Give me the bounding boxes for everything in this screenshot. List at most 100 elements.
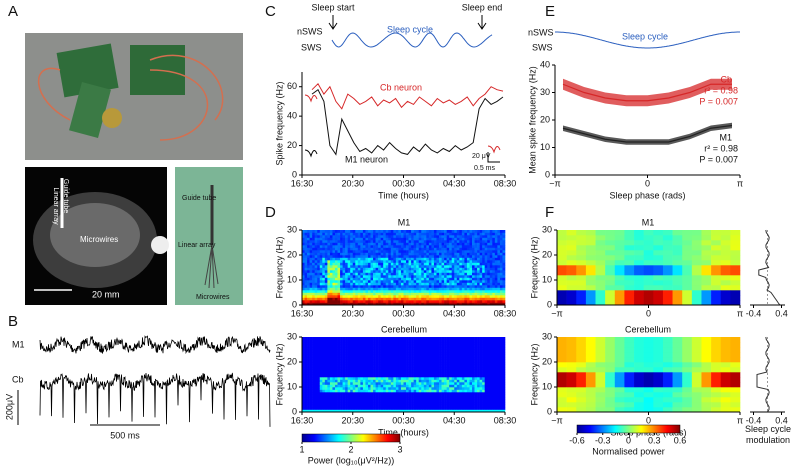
spectrogram-cell — [439, 245, 442, 248]
spectrogram-cell — [444, 347, 447, 350]
spectrogram-cell — [442, 240, 445, 243]
spectrogram-cell — [416, 387, 419, 390]
spectrogram-cell — [355, 275, 358, 278]
spectrogram-cell — [416, 355, 419, 358]
spectrogram-cell — [424, 255, 427, 258]
spectrogram-cell — [307, 392, 310, 395]
spectrogram-cell — [345, 260, 348, 263]
spectrogram-cell — [338, 372, 341, 375]
spectrogram-cell — [457, 342, 460, 345]
spectrogram-cell — [335, 273, 338, 276]
spectrogram-cell — [431, 347, 434, 350]
spectrogram-cell — [462, 245, 465, 248]
spectrogram-cell — [439, 402, 442, 405]
spectrogram-cell — [340, 390, 343, 393]
spectrogram-cell — [492, 367, 495, 370]
spectrogram-cell — [454, 395, 457, 398]
spectrogram-cell — [469, 390, 472, 393]
spectrogram-cell — [396, 265, 399, 268]
spectrogram-cell — [320, 243, 323, 246]
spectrogram-cell — [345, 392, 348, 395]
spectrogram-cell — [330, 392, 333, 395]
spectrogram-cell — [436, 298, 439, 301]
spectrogram-cell — [338, 337, 341, 340]
spectrogram-cell — [320, 385, 323, 388]
spectrogram-cell — [401, 255, 404, 258]
spectrogram-cell — [373, 355, 376, 358]
spectrogram-cell — [343, 293, 346, 296]
spectrogram-cell — [325, 275, 328, 278]
spectrogram-cell — [406, 298, 409, 301]
spectrogram-cell — [383, 400, 386, 403]
spectrogram-cell — [393, 395, 396, 398]
spectrogram-cell — [338, 243, 341, 246]
spectrogram-cell — [480, 295, 483, 298]
spectrogram-cell — [348, 402, 351, 405]
spectrogram-cell — [477, 370, 480, 373]
spectrogram-cell — [371, 273, 374, 276]
spectrogram-cell — [462, 340, 465, 343]
spectrogram-cell — [327, 233, 330, 236]
spectrogram-cell — [401, 298, 404, 301]
spectrogram-cell — [409, 295, 412, 298]
spectrogram-cell — [475, 278, 478, 281]
spectrogram-cell — [419, 377, 422, 380]
spectrogram-cell — [373, 253, 376, 256]
spectrogram-cell — [414, 352, 417, 355]
spectrogram-cell — [322, 397, 325, 400]
spectrogram-cell — [383, 345, 386, 348]
spectrogram-cell — [353, 355, 356, 358]
spectrogram-cell — [325, 248, 328, 251]
spectrogram-cell — [439, 260, 442, 263]
spectrogram-cell — [360, 280, 363, 283]
spectrogram-cell — [500, 275, 503, 278]
spectrogram-cell — [350, 275, 353, 278]
spectrogram-cell — [345, 275, 348, 278]
spectrogram-cell — [325, 273, 328, 276]
spectrogram-cell — [307, 367, 310, 370]
spectrogram-cell — [442, 347, 445, 350]
spectrogram-cell — [325, 375, 328, 378]
spectrogram-cell — [462, 337, 465, 340]
spectrogram-cell — [487, 392, 490, 395]
spectrogram-cell — [378, 268, 381, 271]
spectrogram-cell — [386, 280, 389, 283]
spectrogram-cell — [472, 380, 475, 383]
spectrogram-cell — [419, 367, 422, 370]
spectrogram-cell — [442, 243, 445, 246]
spectrogram-cell — [358, 248, 361, 251]
spectrogram-cell — [371, 377, 374, 380]
spectrogram-cell — [360, 400, 363, 403]
spectrogram-cell — [439, 347, 442, 350]
spectrogram-cell — [335, 298, 338, 301]
spectrogram-cell — [325, 360, 328, 363]
spectrogram-cell — [426, 392, 429, 395]
spectrogram-cell — [325, 390, 328, 393]
spectrogram-cell — [398, 352, 401, 355]
spectrogram-cell — [436, 375, 439, 378]
spectrogram-cell — [442, 365, 445, 368]
spectrogram-cell — [401, 235, 404, 238]
spectrogram-cell — [350, 298, 353, 301]
spectrogram-cell — [325, 397, 328, 400]
spectrogram-cell — [480, 283, 483, 286]
spectrogram-cell — [312, 285, 315, 288]
spectrogram-cell — [305, 355, 308, 358]
spectrogram-cell — [475, 253, 478, 256]
spectrogram-cell — [391, 380, 394, 383]
spectrogram-cell — [358, 360, 361, 363]
spectrogram-cell — [502, 278, 505, 281]
spectrogram-cell — [320, 278, 323, 281]
spectrogram-cell — [335, 377, 338, 380]
spectrogram-cell — [404, 347, 407, 350]
spectrogram-cell — [353, 360, 356, 363]
spectrogram-cell — [338, 382, 341, 385]
spectrogram-cell — [365, 365, 368, 368]
spectrogram-cell — [332, 233, 335, 236]
spectrogram-cell — [442, 337, 445, 340]
spectrogram-cell — [338, 258, 341, 261]
spectrogram-cell — [416, 290, 419, 293]
spectrogram-cell — [414, 248, 417, 251]
spectrogram-cell — [327, 295, 330, 298]
spectrogram-cell — [462, 263, 465, 266]
